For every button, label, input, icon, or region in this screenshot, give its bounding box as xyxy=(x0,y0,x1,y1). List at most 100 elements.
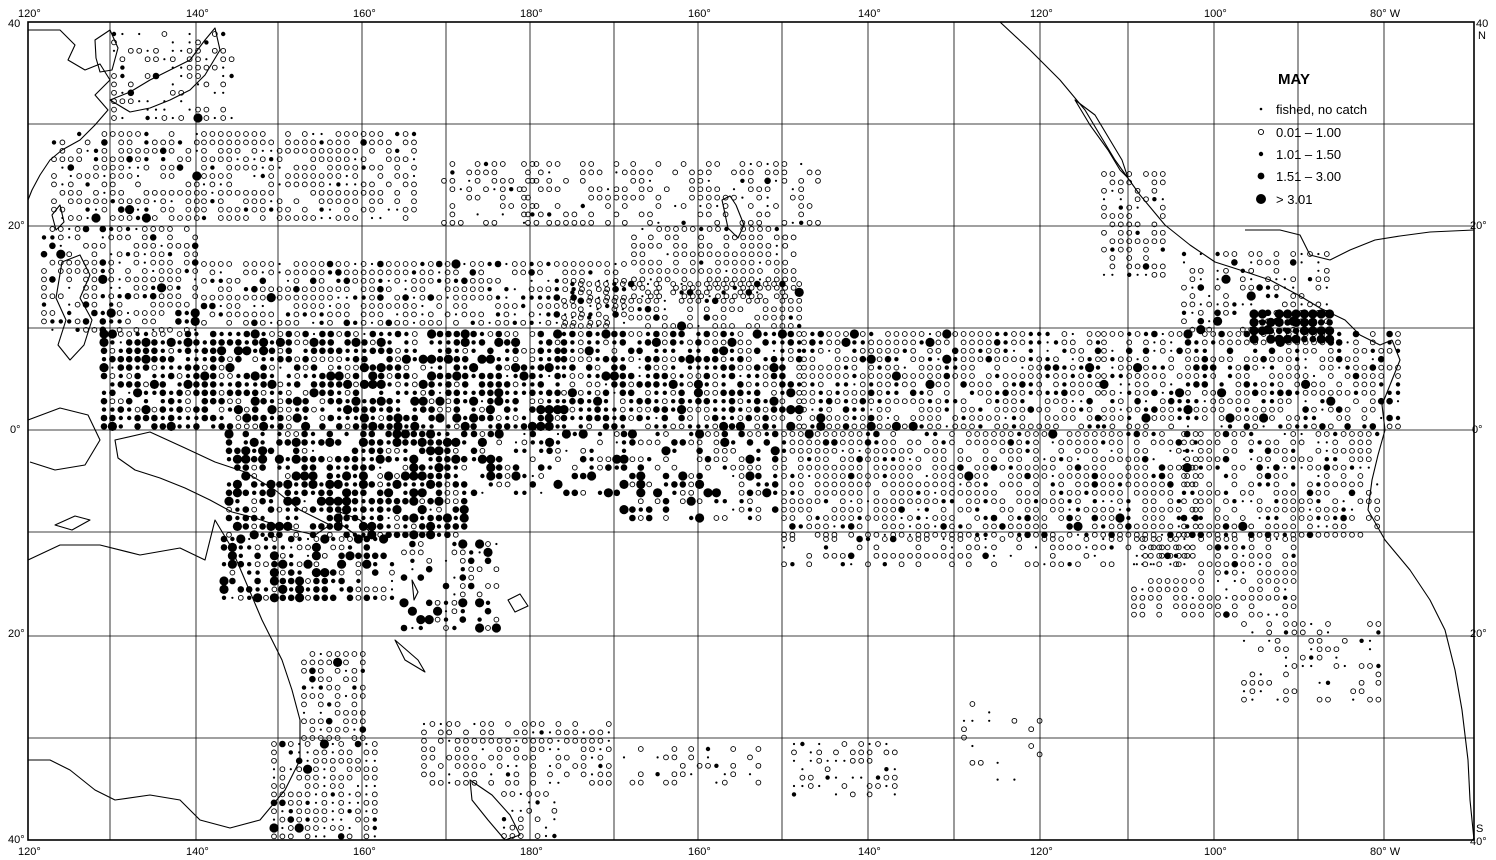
symbol-low-catch xyxy=(865,481,871,488)
symbol-low-catch xyxy=(603,289,609,296)
symbol-low-catch xyxy=(1167,464,1174,471)
symbol-low-catch xyxy=(949,531,955,538)
symbol-fished-no-catch xyxy=(1182,449,1186,452)
symbol-catch-small xyxy=(1070,373,1076,379)
symbol-fished-no-catch xyxy=(1169,449,1172,452)
symbol-low-catch xyxy=(554,186,561,193)
symbol-catch-small xyxy=(747,515,753,521)
symbol-low-catch xyxy=(380,586,387,593)
symbol-low-catch xyxy=(1223,309,1229,316)
symbol-catch-large xyxy=(1301,379,1311,389)
symbol-catch-small xyxy=(184,268,189,274)
symbol-low-catch xyxy=(193,189,200,196)
symbol-catch-small xyxy=(144,157,149,162)
symbol-low-catch xyxy=(369,277,375,284)
symbol-low-catch xyxy=(712,389,719,396)
symbol-catch-small xyxy=(109,226,114,232)
symbol-fished-no-catch xyxy=(1102,273,1106,276)
symbol-catch-medium xyxy=(770,355,778,363)
symbol-fished-no-catch xyxy=(253,158,256,161)
symbol-low-catch xyxy=(782,268,789,274)
symbol-low-catch xyxy=(511,269,518,276)
symbol-low-catch xyxy=(185,215,192,221)
symbol-low-catch xyxy=(1133,531,1140,538)
symbol-low-catch xyxy=(587,319,594,326)
symbol-low-catch xyxy=(268,164,275,171)
symbol-catch-large xyxy=(269,576,279,586)
symbol-low-catch xyxy=(347,536,353,542)
symbol-low-catch xyxy=(1239,431,1246,437)
symbol-catch-medium xyxy=(990,514,998,522)
symbol-low-catch xyxy=(603,281,609,287)
symbol-catch-small xyxy=(319,482,324,487)
symbol-catch-medium xyxy=(251,406,259,413)
symbol-catch-medium xyxy=(344,339,351,346)
symbol-catch-small xyxy=(471,457,477,462)
symbol-catch-small xyxy=(453,473,458,479)
symbol-catch-large xyxy=(434,446,444,456)
symbol-low-catch xyxy=(360,319,367,326)
symbol-catch-medium xyxy=(859,397,867,405)
symbol-low-catch xyxy=(1332,439,1339,446)
symbol-catch-large xyxy=(190,316,200,326)
symbol-low-catch xyxy=(83,326,89,333)
symbol-catch-medium xyxy=(470,447,478,455)
symbol-catch-small xyxy=(1341,507,1346,512)
symbol-low-catch xyxy=(209,294,216,301)
symbol-low-catch xyxy=(747,169,754,176)
symbol-catch-small xyxy=(373,536,378,542)
symbol-catch-small xyxy=(704,365,709,370)
symbol-low-catch xyxy=(1210,373,1217,379)
symbol-low-catch xyxy=(419,294,426,301)
symbol-low-catch xyxy=(687,314,693,321)
symbol-fished-no-catch xyxy=(290,546,293,549)
symbol-fished-no-catch xyxy=(1262,366,1265,369)
symbol-fished-no-catch xyxy=(363,332,366,336)
symbol-catch-small xyxy=(1375,431,1380,437)
symbol-catch-medium xyxy=(720,389,727,397)
symbol-catch-small xyxy=(411,482,416,487)
symbol-catch-large xyxy=(612,454,622,464)
symbol-low-catch xyxy=(697,211,704,218)
symbol-low-catch xyxy=(268,311,275,318)
symbol-low-catch xyxy=(1061,415,1068,421)
symbol-catch-small xyxy=(336,465,341,470)
symbol-fished-no-catch xyxy=(261,166,264,169)
symbol-low-catch xyxy=(1307,498,1313,505)
symbol-low-catch xyxy=(499,177,506,184)
symbol-fished-no-catch xyxy=(1046,341,1049,344)
symbol-low-catch xyxy=(1273,506,1280,513)
symbol-catch-medium xyxy=(82,318,90,325)
symbol-low-catch xyxy=(577,356,584,363)
symbol-catch-medium xyxy=(427,439,434,446)
symbol-low-catch xyxy=(1133,456,1140,463)
symbol-low-catch xyxy=(537,286,543,293)
symbol-low-catch xyxy=(839,456,846,463)
symbol-catch-small xyxy=(177,399,182,404)
symbol-fished-no-catch xyxy=(387,208,390,211)
symbol-low-catch xyxy=(831,552,838,559)
symbol-catch-large xyxy=(460,329,470,339)
symbol-low-catch xyxy=(1069,339,1076,346)
symbol-low-catch xyxy=(419,319,426,326)
symbol-fished-no-catch xyxy=(354,183,357,186)
symbol-catch-small xyxy=(369,457,374,462)
symbol-low-catch xyxy=(621,186,628,193)
symbol-low-catch xyxy=(1143,238,1149,245)
symbol-low-catch xyxy=(301,147,308,154)
symbol-low-catch xyxy=(915,456,922,463)
symbol-low-catch xyxy=(771,306,777,313)
symbol-low-catch xyxy=(369,294,375,301)
symbol-catch-small xyxy=(713,407,718,412)
symbol-low-catch xyxy=(1086,381,1093,388)
symbol-catch-small xyxy=(1126,499,1131,504)
symbol-fished-no-catch xyxy=(1191,311,1194,314)
symbol-low-catch xyxy=(1206,326,1213,333)
symbol-low-catch xyxy=(343,269,350,276)
symbol-catch-small xyxy=(729,331,735,337)
symbol-low-catch xyxy=(881,464,888,471)
symbol-low-catch xyxy=(1117,447,1123,454)
symbol-low-catch xyxy=(881,481,888,488)
symbol-catch-medium xyxy=(537,364,545,371)
symbol-catch-small xyxy=(595,348,600,353)
